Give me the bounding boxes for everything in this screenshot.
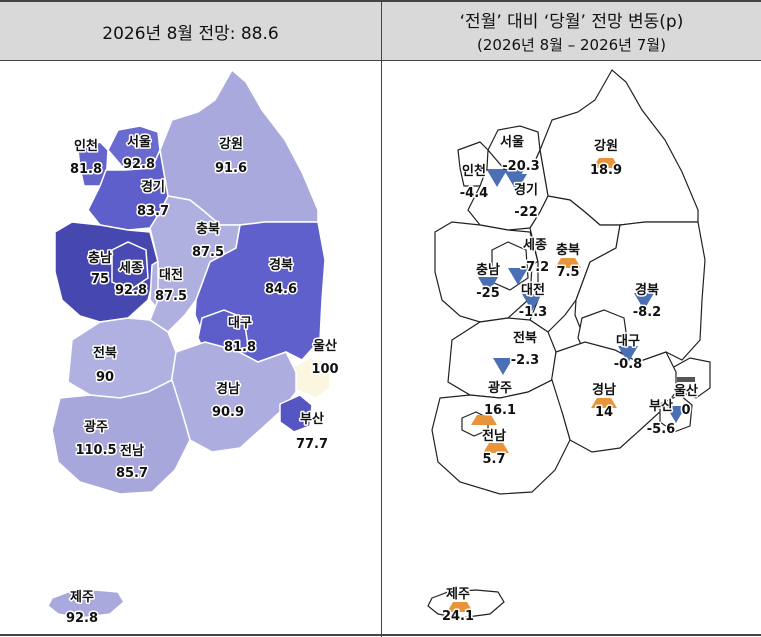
region-value-gyeonggi: 83.7 [137,204,169,219]
region-name-sejong: 세종 [119,261,143,276]
region-name-jeju: 제주 [70,590,94,605]
change-name-daejeon: 대전 [521,282,545,298]
region-value-busan: 77.7 [296,437,328,452]
down-arrow-icon [493,358,513,375]
up-arrow-icon [593,158,619,168]
down-arrow-icon [522,294,542,311]
region-name-chungbuk: 충북 [196,221,220,237]
change-name-jeju: 제주 [446,587,470,602]
left-panel-header: 2026년 8월 전망: 88.6 [0,0,381,61]
region-value-chungbuk: 87.5 [192,245,224,260]
change-value-seoul: -20.3 [502,159,539,174]
right-panel-title: ‘전월’ 대비 ‘당월’ 전망 변동(p) [459,12,684,32]
region-sejong [111,241,149,291]
down-arrow-icon [487,170,507,187]
down-arrow-icon [478,277,498,294]
region-name-seoul: 서울 [127,134,151,150]
change-value-incheon: -4.4 [460,186,488,201]
change-value-ulsan: 0 [681,403,690,418]
region-value-gangwon: 91.6 [215,161,247,176]
change-value-chungnam: -25 [476,286,500,301]
change-name-gwangju: 광주 [488,381,512,396]
change-value-jeju: 24.1 [442,609,474,624]
region-value-ulsan: 100 [311,362,338,377]
region-value-jeonbuk: 90 [96,370,114,385]
change-value-daegu: -0.8 [614,357,642,372]
change-name-sejong: 세종 [523,238,547,253]
change-name-daegu: 대구 [616,334,640,349]
down-arrow-icon [507,174,527,191]
region-name-incheon: 인천 [74,138,98,154]
change-name-gangwon: 강원 [594,138,618,154]
change-value-busan: -5.6 [647,422,675,437]
region-name-busan: 부산 [300,411,324,427]
region-name-jeonnam: 전남 [120,443,144,459]
bottom-rule [0,634,761,636]
region-value-incheon: 81.8 [70,162,102,177]
change-value-gwangju: 16.1 [484,403,516,418]
change-value-daejeon: -1.3 [519,305,547,320]
region-value-jeonnam: 85.7 [116,466,148,481]
right-change-map: 서울 -20.3 인천 -4.4 경기 -22 강원 18.9 세종 -7.2 충북 7.5 충남 -25… [427,69,711,626]
right-panel-header: ‘전월’ 대비 ‘당월’ 전망 변동(p) (2026년 8월 – 2026년 … [382,0,761,61]
change-name-gyeongbuk: 경북 [635,282,659,298]
change-name-gyeongnam: 경남 [592,382,616,398]
change-value-jeonbuk: -2.3 [511,353,539,368]
change-name-busan: 부산 [649,398,673,414]
change-value-gyeonggi: -22 [514,205,538,220]
region-value-daegu: 81.8 [224,340,256,355]
change-name-jeonnam: 전남 [482,428,506,444]
region-name-jeonbuk: 전북 [93,345,117,361]
region-name-daejeon: 대전 [159,267,183,283]
change-name-ulsan: 울산 [674,383,698,399]
change-value-gyeongbuk: -8.2 [633,305,661,320]
region-value-sejong: 92.8 [115,283,147,298]
region-name-chungnam: 충남 [88,250,112,266]
down-arrow-icon [634,293,654,310]
region-name-gangwon: 강원 [219,136,243,152]
region-name-ulsan: 울산 [313,338,337,354]
change-value-gangwon: 18.9 [590,163,622,178]
change-value-gyeongnam: 14 [595,405,613,420]
panel-divider [381,0,382,637]
change-value-sejong: -7.2 [521,260,549,275]
change-name-gyeonggi: 경기 [514,182,538,198]
region-jeonnam [51,378,191,495]
change-name-chungnam: 충남 [476,262,500,278]
up-arrow-icon [471,415,497,425]
down-arrow-icon [618,346,638,363]
region-jeju [47,589,125,619]
left-panel-title: 2026년 8월 전망: 88.6 [102,23,279,44]
region-name-gwangju: 광주 [84,420,108,435]
region-value-gyeongbuk: 84.6 [265,282,297,297]
region-value-gwangju: 110.5 [75,443,116,458]
up-arrow-icon [555,258,581,268]
change-name-incheon: 인천 [462,163,486,179]
change-name-jeonbuk: 전북 [513,330,537,346]
up-arrow-icon [447,602,473,612]
region-name-gyeonggi: 경기 [141,179,165,195]
outline-jeonnam [431,379,571,495]
right-panel-subtitle: (2026년 8월 – 2026년 7월) [477,36,666,54]
change-value-jeonnam: 5.7 [482,452,505,467]
change-name-seoul: 서울 [500,134,524,150]
up-arrow-icon [591,398,617,408]
region-value-seoul: 92.8 [123,157,155,172]
up-arrow-icon [483,443,509,453]
down-arrow-icon [508,268,528,285]
region-value-gyeongnam: 90.9 [212,405,244,420]
region-name-daegu: 대구 [228,316,252,331]
down-arrow-icon [666,406,686,423]
left-choropleth-map: 서울 92.8 인천 81.8 경기 83.7 강원 91.6 충남 75 세종 92.8 대전 87.5… [47,68,340,628]
region-busan [279,394,313,433]
change-value-chungbuk: 7.5 [556,265,579,280]
change-name-chungbuk: 충북 [556,242,580,258]
region-value-jeju: 92.8 [66,611,98,626]
region-value-daejeon: 87.5 [155,289,187,304]
region-value-chungnam: 75 [91,272,109,287]
region-name-gyeongbuk: 경북 [269,257,293,273]
no-change-icon [677,377,695,382]
region-name-gyeongnam: 경남 [216,381,240,397]
